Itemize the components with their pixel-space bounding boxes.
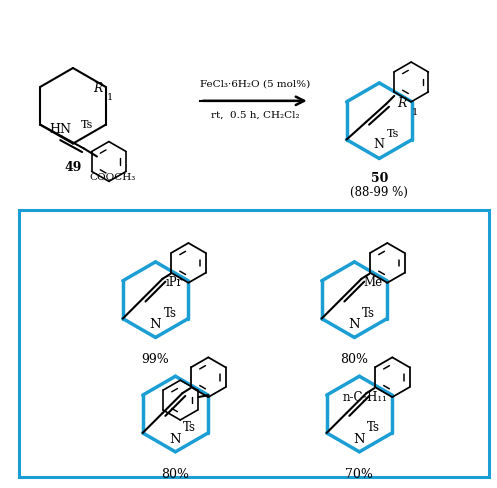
Text: rt,  0.5 h, CH₂Cl₂: rt, 0.5 h, CH₂Cl₂: [211, 111, 299, 120]
Text: N: N: [150, 319, 162, 331]
Text: R: R: [93, 82, 103, 95]
Text: Ts: Ts: [367, 421, 380, 434]
Bar: [19, 210, 489, 477]
Text: Ts: Ts: [387, 129, 400, 139]
Text: Ts: Ts: [183, 421, 196, 434]
Text: 49: 49: [64, 162, 82, 175]
Text: iPr: iPr: [166, 276, 183, 289]
Text: Ts: Ts: [362, 306, 375, 320]
Text: 99%: 99%: [142, 353, 169, 366]
Text: n-C₅H₁₁: n-C₅H₁₁: [342, 390, 387, 404]
Text: COOCH₃: COOCH₃: [89, 173, 135, 183]
Text: 1: 1: [412, 108, 418, 117]
Text: FeCl₃·6H₂O (5 mol%): FeCl₃·6H₂O (5 mol%): [200, 80, 310, 89]
Text: N: N: [353, 433, 365, 446]
Text: N: N: [348, 319, 360, 331]
Text: 80%: 80%: [340, 353, 368, 366]
Text: 50: 50: [371, 172, 388, 185]
Text: R: R: [398, 97, 407, 110]
Text: N: N: [374, 138, 385, 150]
Text: 1: 1: [107, 93, 113, 102]
Text: 80%: 80%: [162, 468, 189, 481]
Text: Me: Me: [363, 276, 382, 289]
Text: (88-99 %): (88-99 %): [350, 186, 408, 199]
Text: N: N: [169, 433, 181, 446]
Text: 70%: 70%: [345, 468, 373, 481]
Text: Ts: Ts: [81, 120, 93, 130]
Text: HN: HN: [49, 122, 71, 136]
Text: Ts: Ts: [164, 306, 176, 320]
